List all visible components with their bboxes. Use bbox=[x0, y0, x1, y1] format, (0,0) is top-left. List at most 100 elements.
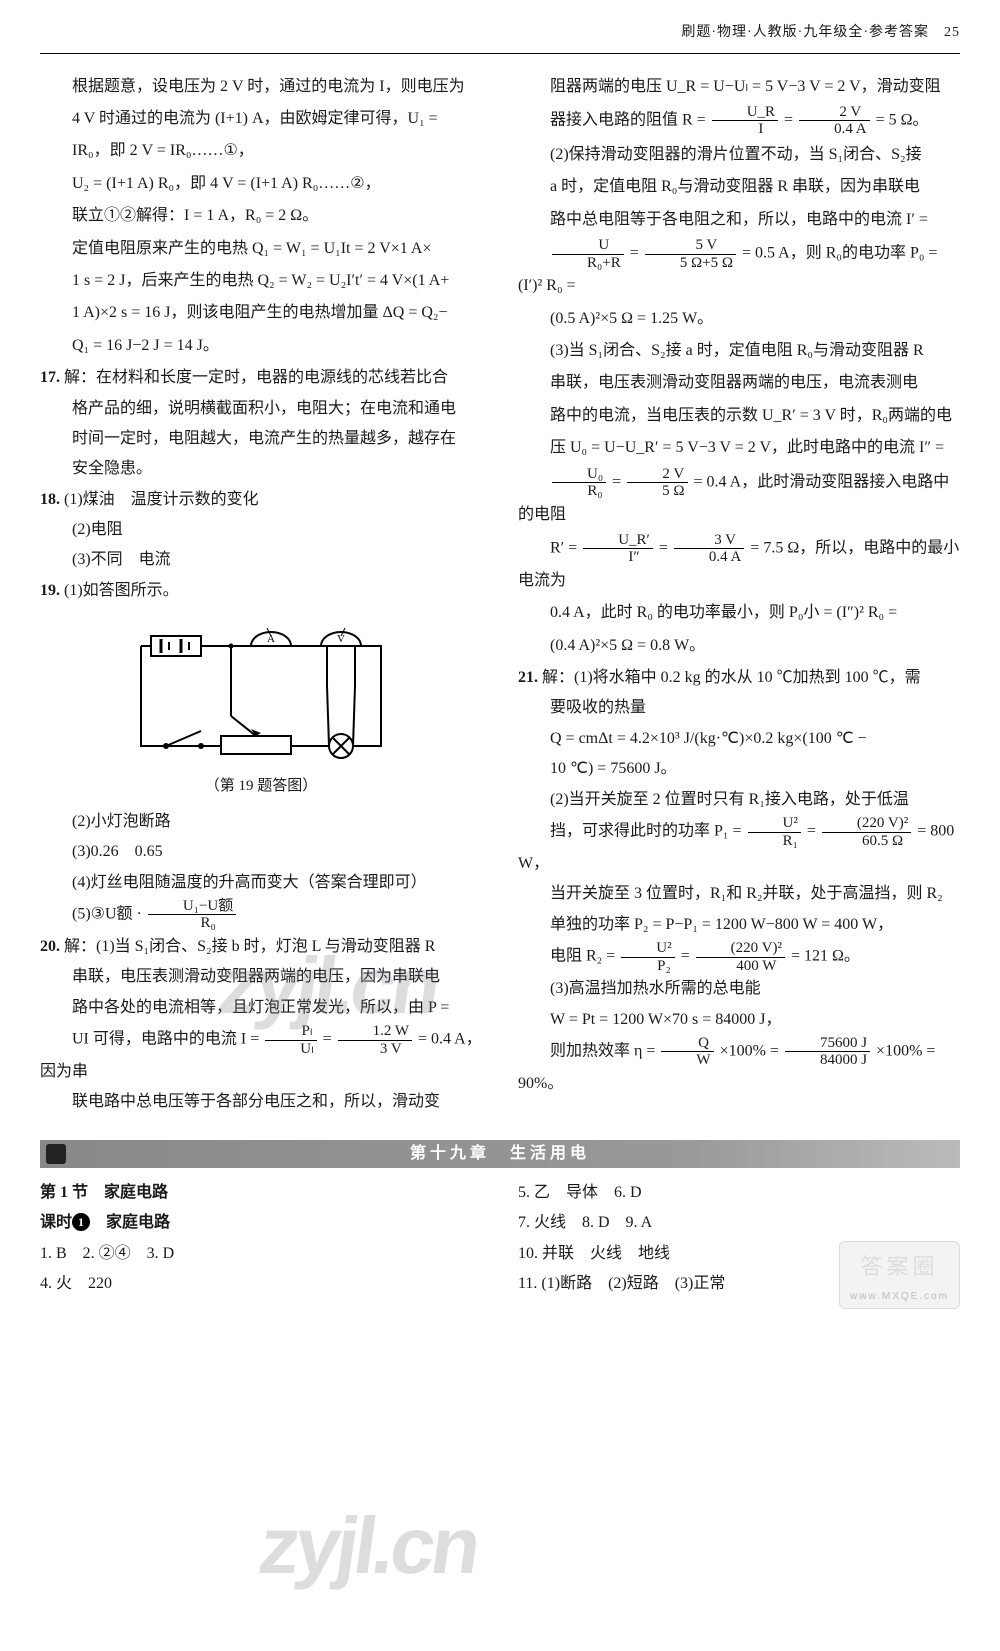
text-line: 器接入电路的阻值 R = U_RI = 2 V0.4 A = 5 Ω。 bbox=[518, 104, 960, 138]
frac-num: 75600 J bbox=[785, 1035, 870, 1053]
right-top: 阻器两端的电压 U_R = U−Uₗ = 5 V−3 V = 2 V，滑动变阻 … bbox=[518, 72, 960, 138]
pre-block: 根据题意，设电压为 2 V 时，通过的电流为 I，则电压为 4 V 时通过的电流… bbox=[40, 72, 482, 362]
text: = 121 Ω。 bbox=[791, 948, 860, 965]
footer-badge: 答案圈 www.MXQE.com bbox=[839, 1241, 960, 1310]
text-line: (3)高温挡加热水所需的总电能 bbox=[518, 974, 960, 1004]
frac-den: R₁ bbox=[748, 833, 801, 850]
text-line: 1 s = 2 J，后来产生的电热 Q₂ = W₂ = U₂I′t′ = 4 V… bbox=[40, 266, 482, 296]
circuit-diagram: A V bbox=[111, 616, 411, 766]
footer-url: www.MXQE.com bbox=[850, 1287, 949, 1306]
text-line: 路中各处的电流相等，且灯泡正常发光，所以，由 P = bbox=[40, 993, 482, 1023]
frac-den: 400 W bbox=[696, 958, 785, 975]
text: = bbox=[784, 112, 797, 129]
frac-num: 1.2 W bbox=[338, 1023, 412, 1041]
text-line: 定值电阻原来产生的电热 Q₁ = W₁ = U₁It = 2 V×1 A× bbox=[40, 234, 482, 264]
text-line: (4)灯丝电阻随温度的升高而变大（答案合理即可） bbox=[40, 868, 482, 898]
text: = bbox=[807, 823, 820, 840]
text: = bbox=[630, 245, 643, 262]
text-line: 10 ℃) = 75600 J。 bbox=[518, 754, 960, 784]
text-line: 要吸收的热量 bbox=[518, 693, 960, 723]
svg-text:A: A bbox=[267, 633, 275, 645]
frac-den: R₀ bbox=[552, 483, 606, 500]
frac-den: I bbox=[712, 121, 778, 138]
text-line: (3)0.26 0.65 bbox=[40, 837, 482, 867]
q19-5: (5)③U额 · U₁−U额R₀ bbox=[40, 898, 482, 932]
page-header: 刷题·物理·人教版·九年级全·参考答案 25 bbox=[40, 20, 960, 54]
text-line: 安全隐患。 bbox=[40, 454, 482, 484]
qnum: 21. bbox=[518, 669, 538, 686]
text-line: 挡，可求得此时的功率 P₁ = U²R₁ = (220 V)²60.5 Ω = … bbox=[518, 815, 960, 879]
text-line: 阻器两端的电压 U_R = U−Uₗ = 5 V−3 V = 2 V，滑动变阻 bbox=[518, 72, 960, 102]
text-line: 当开关旋至 3 位置时，R₁和 R₂并联，处于高温挡，则 R₂ bbox=[518, 879, 960, 909]
frac-num: U₁−U额 bbox=[148, 898, 236, 916]
frac-den: I″ bbox=[583, 549, 653, 566]
text-line: Q = cmΔt = 4.2×10³ J/(kg·℃)×0.2 kg×(100 … bbox=[518, 724, 960, 754]
text-line: 串联，电压表测滑动变阻器两端的电压，电流表测电 bbox=[518, 368, 960, 398]
answer-line: 7. 火线 8. D 9. A bbox=[518, 1208, 960, 1238]
q17: 17.解：在材料和长度一定时，电器的电源线的芯线若比合 格产品的细，说明横截面积… bbox=[40, 363, 482, 485]
text-line: 联电路中总电压等于各部分电压之和，所以，滑动变 bbox=[40, 1087, 482, 1117]
text-line: 单独的功率 P₂ = P−P₁ = 1200 W−800 W = 400 W， bbox=[518, 910, 960, 940]
text-line: (2)电阻 bbox=[40, 515, 482, 545]
frac-den: R₀+R bbox=[552, 255, 624, 272]
text-line: W = Pt = 1200 W×70 s = 84000 J， bbox=[518, 1005, 960, 1035]
frac-num: 2 V bbox=[799, 104, 870, 122]
text: = bbox=[612, 473, 625, 490]
frac-num: U² bbox=[748, 815, 801, 833]
text: = bbox=[659, 540, 672, 557]
frac-num: 2 V bbox=[627, 466, 687, 484]
frac-den: R₀ bbox=[148, 915, 236, 932]
qnum: 20. bbox=[40, 938, 60, 955]
frac-den: 5 Ω+5 Ω bbox=[645, 255, 736, 272]
frac-num: Pₗ bbox=[265, 1023, 316, 1041]
frac-den: 5 Ω bbox=[627, 483, 687, 500]
frac-den: 84000 J bbox=[785, 1052, 870, 1069]
text-line: 路中总电阻等于各电阻之和，所以，电路中的电流 I′ = bbox=[518, 205, 960, 235]
frac-den: P₂ bbox=[621, 958, 674, 975]
text-line: 解：(1)当 S₁闭合、S₂接 b 时，灯泡 L 与滑动变阻器 R bbox=[64, 938, 435, 955]
text-line: 则加热效率 η = QW ×100% = 75600 J84000 J ×100… bbox=[518, 1035, 960, 1099]
text-line: 1 A)×2 s = 16 J，则该电阻产生的电热增加量 ΔQ = Q₂− bbox=[40, 298, 482, 328]
p3: (3)当 S₁闭合、S₂接 a 时，定值电阻 R₀与滑动变阻器 R 串联，电压表… bbox=[518, 336, 960, 661]
answer-line: 4. 火 220 bbox=[40, 1269, 482, 1299]
frac-num: Q bbox=[661, 1035, 713, 1053]
frac-den: 0.4 A bbox=[799, 121, 870, 138]
text-line: 4 V 时通过的电流为 (I+1) A，由欧姆定律可得，U₁ = bbox=[40, 104, 482, 134]
badge: 1 bbox=[72, 1213, 90, 1231]
text-line: 解：在材料和长度一定时，电器的电源线的芯线若比合 bbox=[64, 369, 448, 386]
frac-num: 3 V bbox=[674, 532, 745, 550]
text-line: 串联，电压表测滑动变阻器两端的电压，因为串联电 bbox=[40, 962, 482, 992]
answer-line: 5. 乙 导体 6. D bbox=[518, 1178, 960, 1208]
frac-num: U_R′ bbox=[583, 532, 653, 550]
frac-num: (220 V)² bbox=[696, 940, 785, 958]
footer-title: 答案圈 bbox=[850, 1246, 949, 1288]
text: (5)③U额 · bbox=[72, 906, 146, 923]
section-title: 第 1 节 家庭电路 bbox=[40, 1178, 482, 1208]
main-columns: 根据题意，设电压为 2 V 时，通过的电流为 I，则电压为 4 V 时通过的电流… bbox=[40, 72, 960, 1118]
text-line: IR₀，即 2 V = IR₀……①， bbox=[40, 136, 482, 166]
text-line: (1)煤油 温度计示数的变化 bbox=[64, 491, 259, 508]
text-line: 路中的电流，当电压表的示数 U_R′ = 3 V 时，R₀两端的电 bbox=[518, 401, 960, 431]
q21: 21.解：(1)将水箱中 0.2 kg 的水从 10 ℃加热到 100 ℃，需 … bbox=[518, 663, 960, 1099]
qnum: 17. bbox=[40, 369, 60, 386]
q20: 20.解：(1)当 S₁闭合、S₂接 b 时，灯泡 L 与滑动变阻器 R 串联，… bbox=[40, 932, 482, 1118]
text-line: 格产品的细，说明横截面积小，电阻大；在电流和通电 bbox=[40, 394, 482, 424]
text: 器接入电路的阻值 R = bbox=[550, 112, 710, 129]
text-line: 联立①②解得：I = 1 A，R₀ = 2 Ω。 bbox=[40, 201, 482, 231]
text-line: 时间一定时，电阻越大，电流产生的热量越多，越存在 bbox=[40, 424, 482, 454]
frac-num: U₀ bbox=[552, 466, 606, 484]
text-line: UR₀+R = 5 V5 Ω+5 Ω = 0.5 A，则 R₀的电功率 P₀ =… bbox=[518, 237, 960, 301]
text-line: (0.5 A)²×5 Ω = 1.25 W。 bbox=[518, 304, 960, 334]
text: = bbox=[323, 1031, 336, 1048]
text: 电阻 R₂ = bbox=[550, 948, 619, 965]
text-line: (1)如答图所示。 bbox=[64, 582, 179, 599]
text: 则加热效率 η = bbox=[550, 1043, 659, 1060]
frac-num: U_R bbox=[712, 104, 778, 122]
text-line: 0.4 A，此时 R₀ 的电功率最小，则 P₀小 = (I″)² R₀ = bbox=[518, 598, 960, 628]
text: UI 可得，电路中的电流 I = bbox=[72, 1031, 263, 1048]
text-line: UI 可得，电路中的电流 I = PₗUₗ = 1.2 W3 V = 0.4 A… bbox=[40, 1023, 482, 1087]
text-line: 根据题意，设电压为 2 V 时，通过的电流为 I，则电压为 bbox=[40, 72, 482, 102]
frac-num: 5 V bbox=[645, 237, 736, 255]
frac-den: 0.4 A bbox=[674, 549, 745, 566]
text-line: U₂ = (I+1 A) R₀，即 4 V = (I+1 A) R₀……②， bbox=[40, 169, 482, 199]
